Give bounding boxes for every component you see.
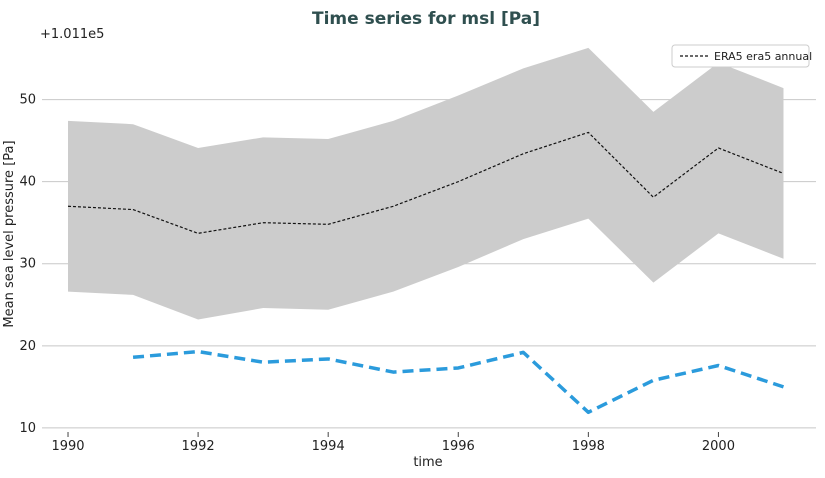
x-tick-label: 1994 — [312, 439, 345, 454]
series-line-secondary — [132, 349, 785, 415]
series-layer — [67, 131, 785, 415]
legend-box — [671, 44, 810, 68]
y-tick-label: 50 — [19, 93, 36, 108]
x-tick-label: 1998 — [572, 439, 605, 454]
x-tick-label: 1996 — [442, 439, 475, 454]
x-tick-label: 1992 — [182, 439, 215, 454]
y-axis-label: Mean sea level pressure [Pa] — [2, 140, 17, 327]
y-tick-label: 20 — [19, 339, 36, 354]
legend-label: ERA5 era5 annual — [714, 50, 812, 63]
y-tick-label: 10 — [19, 421, 36, 436]
y-tick-label: 30 — [19, 257, 36, 272]
chart-title: Time series for msl [Pa] — [312, 9, 540, 29]
series-line-era5-annual — [67, 131, 784, 234]
x-tick-label: 2000 — [702, 439, 735, 454]
x-axis: 1990 1992 1994 1996 1998 2000 — [51, 432, 735, 454]
y-offset-label: +1.011e5 — [40, 27, 104, 42]
legend: ERA5 era5 annual — [671, 44, 812, 68]
uncertainty-band — [68, 47, 784, 320]
band-layer — [68, 47, 784, 320]
x-tick-label: 1990 — [51, 439, 84, 454]
y-tick-label: 40 — [19, 175, 36, 190]
y-axis: 10 20 30 40 50 — [19, 93, 36, 436]
x-axis-label: time — [413, 455, 442, 470]
